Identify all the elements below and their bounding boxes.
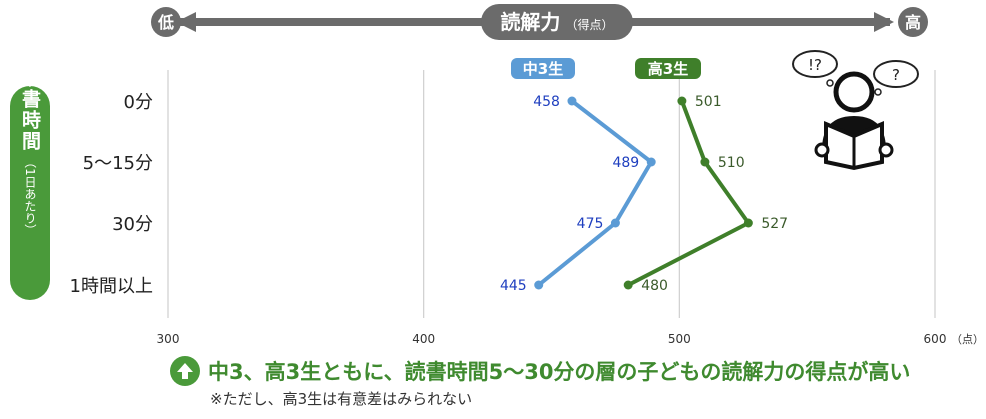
y-category-label: 30分	[112, 214, 153, 235]
legend-badge-middle3	[511, 58, 575, 79]
data-point-high3	[743, 218, 753, 228]
x-axis-ticks: 300 400 500 600 （点）	[157, 332, 984, 346]
series-high3: 501 510 527 480	[623, 94, 788, 294]
x-tick-label: 600	[924, 332, 947, 346]
high-badge	[898, 7, 928, 37]
svg-text:!?: !?	[808, 56, 822, 74]
right-arrowhead-icon	[874, 12, 894, 32]
series-line-high3	[627, 100, 751, 287]
low-badge	[151, 7, 181, 37]
legend: 中3生 高3生	[511, 58, 701, 79]
svg-text:?: ?	[892, 66, 900, 84]
series-line-middle3	[537, 99, 654, 287]
data-point-middle3	[534, 280, 544, 290]
title-main: 読解力	[500, 10, 560, 34]
left-arrowhead-icon	[176, 12, 196, 32]
title-pill	[481, 4, 633, 40]
data-label-high3: 510	[718, 155, 745, 171]
y-axis-label-main: 読書時間	[19, 67, 41, 152]
conclusion-note: ※ただし、高3生は有意差はみられない	[210, 390, 473, 408]
x-tick-label: 500	[668, 332, 691, 346]
series-middle3: 458 489 475 445	[500, 94, 656, 294]
data-label-middle3: 475	[577, 216, 604, 232]
series-group: 458 489 475 445 501 510 527 480	[500, 94, 788, 294]
data-label-middle3: 445	[500, 278, 527, 294]
data-label-high3: 501	[695, 94, 722, 110]
data-point-high3	[677, 96, 687, 106]
data-label-middle3: 489	[612, 155, 639, 171]
gridlines	[167, 70, 936, 318]
up-arrow-icon	[170, 356, 200, 386]
reading-time-chart: 低 高 読解力 （得点） 読書時間 （1日あたり） 300 400 500 600 （点…	[10, 4, 984, 346]
high-label: 高	[905, 13, 921, 32]
data-label-high3: 527	[761, 216, 788, 232]
data-point-middle3	[610, 218, 620, 228]
conclusion-text: 中3、高3生ともに、読書時間5～30分の層の子どもの読解力の得点が高い	[208, 360, 911, 384]
y-axis-label-pill	[10, 86, 50, 300]
y-axis-categories: 0分 5～15分 30分 1時間以上	[70, 92, 153, 297]
legend-label-middle3: 中3生	[523, 60, 563, 78]
data-point-middle3	[646, 157, 656, 167]
data-point-high3	[700, 157, 710, 167]
legend-badge-high3	[635, 58, 701, 79]
x-tick-label: 400	[412, 332, 435, 346]
data-label-middle3: 458	[533, 94, 560, 110]
score-direction-header: 低 高 読解力 （得点）	[151, 4, 928, 40]
data-point-high3	[623, 280, 633, 290]
data-point-middle3	[567, 96, 577, 106]
y-category-label: 0分	[124, 92, 153, 113]
data-label-high3: 480	[641, 278, 668, 294]
legend-label-high3: 高3生	[648, 60, 688, 78]
chart-title: 読解力 （得点）	[500, 10, 613, 34]
y-axis-label: 読書時間 （1日あたり）	[10, 67, 50, 300]
conclusion: 中3、高3生ともに、読書時間5～30分の層の子どもの読解力の得点が高い	[170, 356, 910, 386]
y-category-label: 5～15分	[83, 153, 153, 174]
title-sub: （得点）	[566, 17, 614, 32]
low-label: 低	[157, 13, 174, 32]
y-axis-label-sub: （1日あたり）	[23, 156, 37, 236]
x-unit-label: （点）	[951, 333, 984, 346]
x-tick-label: 300	[157, 332, 180, 346]
y-category-label: 1時間以上	[70, 276, 153, 297]
person-reading-book-icon: !? ?	[792, 50, 919, 171]
